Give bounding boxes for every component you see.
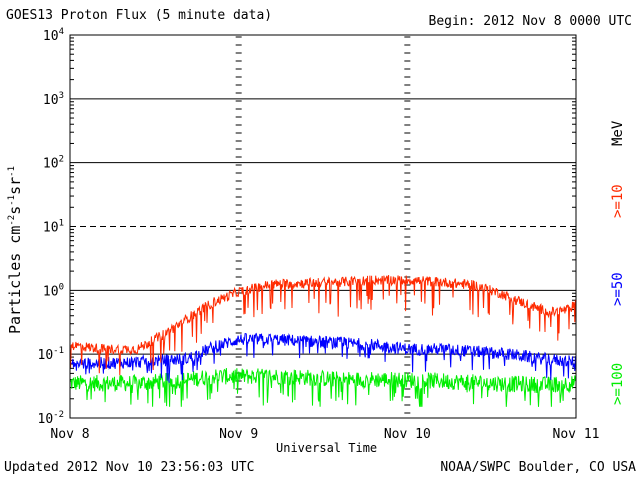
series-group	[69, 274, 577, 407]
y-tick-label: 102	[43, 155, 64, 172]
x-tick-label: Nov 8	[50, 427, 89, 442]
x-tick-label: Nov 9	[219, 427, 258, 442]
legend-item-10mev: >=10	[610, 184, 626, 218]
x-tick-labels: Nov 8 Nov 9 Nov 10 Nov 11	[50, 427, 599, 442]
legend-item-50mev: >=50	[610, 272, 626, 306]
y-tick-labels: 10-2 10-1 100 101 102 103 104	[38, 27, 65, 427]
y-tick-label: 103	[43, 91, 64, 108]
series-line-ge100	[69, 367, 577, 407]
series-line-ge10	[69, 274, 577, 376]
y-tick-label: 104	[43, 27, 64, 44]
begin-time: Begin: 2012 Nov 8 0000 UTC	[428, 14, 633, 29]
x-tick-label: Nov 11	[553, 427, 600, 442]
plot-frame	[69, 34, 577, 419]
chart-title: GOES13 Proton Flux (5 minute data)	[6, 8, 273, 23]
y-tick-label: 10-2	[38, 410, 65, 427]
grid-lines	[70, 37, 576, 400]
x-axis-label: Universal Time	[276, 441, 378, 455]
y-tick-label: 100	[43, 282, 64, 299]
legend-unit: MeV	[610, 120, 626, 146]
updated-time: Updated 2012 Nov 10 23:56:03 UTC	[4, 460, 255, 475]
x-tick-label: Nov 10	[384, 427, 431, 442]
credit-text: NOAA/SWPC Boulder, CO USA	[440, 460, 636, 475]
y-axis-label: Particles cm-2s-1sr-1	[6, 166, 24, 334]
day-tick-marks	[235, 36, 411, 414]
series-line-ge50	[69, 332, 577, 383]
legend-item-100mev: >=100	[610, 362, 626, 405]
y-tick-label: 10-1	[38, 346, 65, 363]
y-tick-label: 101	[43, 219, 64, 236]
